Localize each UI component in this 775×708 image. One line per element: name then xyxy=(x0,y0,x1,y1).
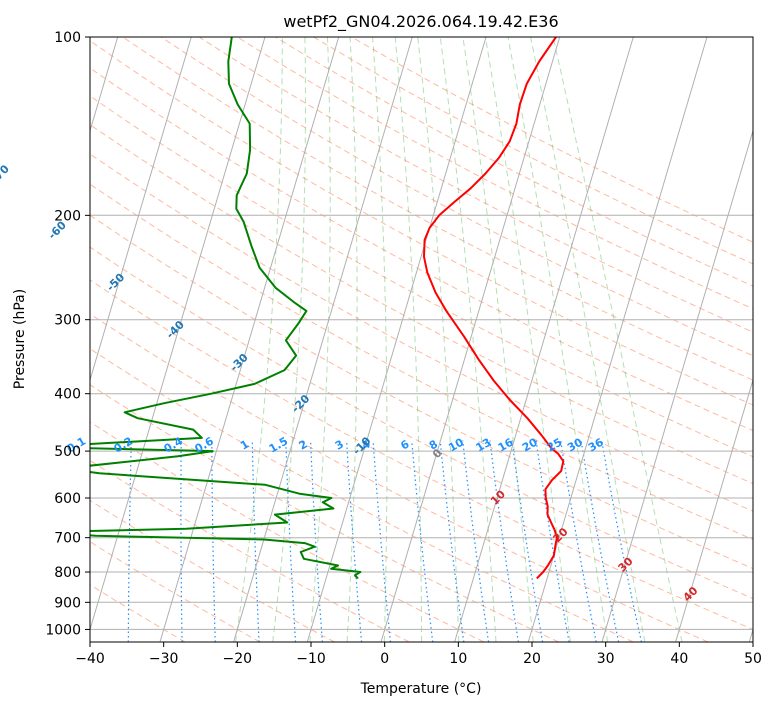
dry-adiabat xyxy=(122,37,753,381)
dry-adiabat xyxy=(90,459,410,642)
isotherm-line xyxy=(454,37,634,642)
moist-adiabat xyxy=(507,37,609,642)
mixing-ratio-line xyxy=(601,440,642,642)
mixing-ratio-line xyxy=(462,440,490,642)
dry-adiabat xyxy=(275,37,753,287)
moist-adiabat xyxy=(417,37,460,642)
isotherm-line xyxy=(675,378,753,642)
mixing-ratio-line xyxy=(411,440,434,642)
isotherm-line xyxy=(90,37,192,382)
moist-adiabat xyxy=(530,37,646,642)
x-tick-label: 10 xyxy=(449,651,467,667)
moist-adiabat xyxy=(462,37,534,642)
y-axis: 100 200 300 400 500 600 700 800 900 1000 xyxy=(45,30,90,638)
y-tick-label: 700 xyxy=(54,531,81,547)
dry-adiabat xyxy=(90,313,709,642)
moist-adiabat xyxy=(235,37,283,642)
isotherm-line xyxy=(90,37,266,632)
x-tick-label: −40 xyxy=(75,651,105,667)
y-tick-label: 800 xyxy=(54,565,81,581)
moist-adiabat xyxy=(372,37,388,642)
y-tick-label: 1000 xyxy=(45,622,81,638)
isotherm-line xyxy=(380,37,561,642)
moist-adiabat xyxy=(272,37,307,642)
mixing-ratio-line xyxy=(211,440,216,642)
x-axis: −40 −30 −20 −10 0 10 20 30 40 50 xyxy=(75,642,762,667)
dry-adiabat xyxy=(90,246,753,600)
dry-adiabat xyxy=(90,421,485,642)
x-axis-label: Temperature (°C) xyxy=(360,681,482,697)
y-tick-label: 200 xyxy=(54,208,81,224)
background-lines xyxy=(90,37,753,642)
x-tick-label: 0 xyxy=(380,651,389,667)
temperature-profile-line xyxy=(423,37,565,580)
moist-adiabat xyxy=(484,37,571,642)
y-tick-label: 400 xyxy=(54,387,81,403)
mixing-ratio-line xyxy=(560,440,597,642)
dry-adiabat xyxy=(90,95,753,458)
dry-adiabat xyxy=(90,214,753,570)
isotherm-line xyxy=(306,37,487,642)
dry-adiabat xyxy=(90,124,753,485)
moist-adiabat xyxy=(552,37,683,642)
dry-adiabat xyxy=(90,153,753,512)
isotherm-line xyxy=(233,37,413,642)
x-tick-label: 20 xyxy=(523,651,541,667)
chart-title: wetPf2_GN04.2026.064.19.42.E36 xyxy=(283,12,558,32)
moist-adiabat xyxy=(439,37,497,642)
mixing-ratio-line xyxy=(439,440,465,642)
isotherm-line xyxy=(159,37,340,642)
y-tick-label: 100 xyxy=(54,30,81,46)
mixing-ratio-line xyxy=(580,440,620,642)
dry-adiabat xyxy=(90,183,753,541)
mixing-ratio-line xyxy=(180,440,183,642)
x-tick-label: 30 xyxy=(597,651,615,667)
isotherm-line xyxy=(601,129,753,642)
y-axis-label: Pressure (hPa) xyxy=(12,289,28,389)
plot-frame xyxy=(89,36,754,643)
mixing-ratio-line xyxy=(372,440,392,642)
y-tick-label: 900 xyxy=(54,595,81,611)
mixing-ratio-line xyxy=(251,440,260,642)
dry-adiabat xyxy=(90,541,261,642)
dry-adiabat xyxy=(90,279,753,630)
x-tick-label: 40 xyxy=(670,651,688,667)
x-tick-label: −30 xyxy=(149,651,179,667)
mixing-ratio-line xyxy=(346,440,363,642)
y-tick-label: 500 xyxy=(54,444,81,460)
y-tick-label: 300 xyxy=(54,313,81,329)
x-tick-label: −10 xyxy=(296,651,326,667)
isotherm-line xyxy=(527,37,708,642)
mixing-ratio-line xyxy=(127,440,132,642)
y-tick-label: 600 xyxy=(54,491,81,507)
moist-adiabat xyxy=(346,37,358,642)
dry-adiabat xyxy=(160,37,753,357)
mixing-ratio-line xyxy=(489,440,519,642)
dry-adiabat xyxy=(90,348,634,642)
x-tick-label: −20 xyxy=(223,651,253,667)
series-layer xyxy=(90,37,565,580)
dewpoint-profile-line xyxy=(90,37,362,580)
x-tick-label: 50 xyxy=(744,651,762,667)
dry-adiabat xyxy=(90,584,186,642)
grid-lines xyxy=(90,37,753,642)
moist-adiabat xyxy=(394,37,423,642)
dry-adiabat xyxy=(236,37,753,310)
moist-adiabat xyxy=(309,37,331,642)
mixing-ratio-line xyxy=(285,440,297,642)
